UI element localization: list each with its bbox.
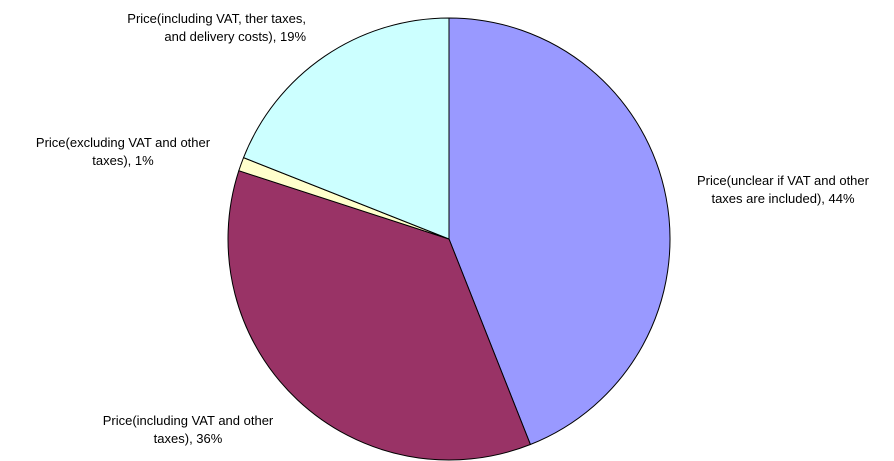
slice-label-including-delivery-line-2: and delivery costs), 19%	[164, 29, 306, 44]
slice-unclear-vat	[448, 17, 671, 445]
slice-including-delivery	[243, 17, 450, 240]
slice-label-unclear-vat-line-2: taxes are included), 44%	[711, 191, 855, 206]
slice-label-excluding-vat-line-2: taxes), 1%	[92, 153, 154, 168]
slice-label-including-delivery-line-1: Price(including VAT, ther taxes,	[127, 11, 306, 26]
slice-label-including-delivery: Price(including VAT, ther taxes, and del…	[40, 10, 306, 46]
slice-label-excluding-vat-line-1: Price(excluding VAT and other	[35, 135, 211, 150]
slice-label-including-vat: Price(including VAT and other taxes), 36…	[40, 412, 336, 448]
slice-label-unclear-vat-line-1: Price(unclear if VAT and other	[697, 173, 869, 188]
slice-label-including-vat-line-2: taxes), 36%	[153, 431, 223, 446]
slice-label-excluding-vat: Price(excluding VAT and other taxes), 1%	[0, 134, 246, 170]
slice-label-including-vat-line-1: Price(including VAT and other	[102, 413, 274, 428]
slice-label-unclear-vat: Price(unclear if VAT and other taxes are…	[672, 172, 894, 208]
pie-slices	[227, 17, 671, 461]
slice-including-vat	[227, 170, 531, 461]
